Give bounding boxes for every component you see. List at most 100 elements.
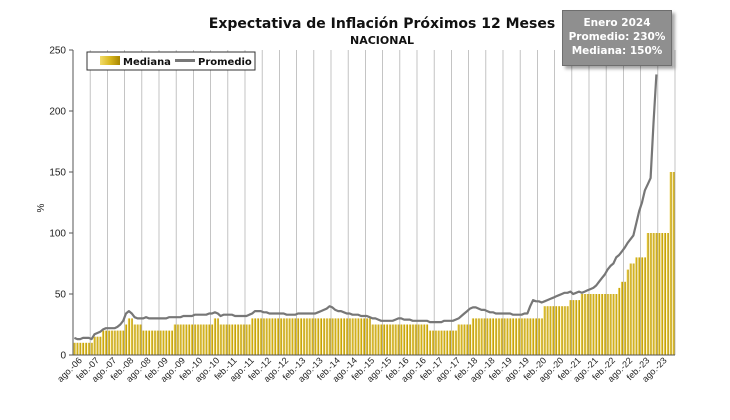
mediana-bar	[365, 318, 368, 355]
mediana-bar	[342, 318, 345, 355]
mediana-bar	[466, 324, 469, 355]
mediana-bar	[345, 318, 348, 355]
mediana-bar	[219, 324, 222, 355]
chart-subtitle: NACIONAL	[350, 34, 414, 47]
mediana-bar	[606, 294, 609, 355]
mediana-bar	[431, 330, 434, 355]
mediana-bar	[403, 324, 406, 355]
mediana-bar	[73, 342, 76, 355]
mediana-bar	[79, 342, 82, 355]
mediana-bar	[254, 318, 257, 355]
y-axis-label: %	[36, 203, 47, 212]
mediana-bar	[208, 324, 211, 355]
mediana-bar	[285, 318, 288, 355]
mediana-bar	[417, 324, 420, 355]
mediana-bar	[288, 318, 291, 355]
mediana-bar	[90, 342, 93, 355]
mediana-bar	[383, 324, 386, 355]
mediana-bar	[577, 300, 580, 355]
mediana-bar	[231, 324, 234, 355]
mediana-bar	[600, 294, 603, 355]
mediana-bar	[457, 324, 460, 355]
mediana-bar	[543, 306, 546, 355]
mediana-bar	[483, 318, 486, 355]
latest-promedio: Promedio: 230%	[568, 31, 666, 43]
y-tick-label: 200	[49, 107, 66, 118]
mediana-bar	[434, 330, 437, 355]
y-tick-label: 150	[49, 168, 66, 179]
mediana-bar	[586, 294, 589, 355]
mediana-bar	[179, 324, 182, 355]
mediana-bar	[448, 330, 451, 355]
mediana-bar	[572, 300, 575, 355]
mediana-bar	[213, 318, 216, 355]
mediana-bar	[322, 318, 325, 355]
mediana-bars	[73, 172, 675, 355]
mediana-bar	[580, 294, 583, 355]
mediana-bar	[658, 233, 661, 355]
mediana-bar	[311, 318, 314, 355]
mediana-bar	[371, 324, 374, 355]
mediana-bar	[265, 318, 268, 355]
y-tick-label: 50	[55, 290, 67, 301]
x-tick-labels: ago.-06feb.-07ago.-07feb.-08ago.-08feb.-…	[55, 355, 668, 384]
mediana-bar	[592, 294, 595, 355]
mediana-bar	[652, 233, 655, 355]
mediana-bar	[119, 330, 122, 355]
mediana-bar	[125, 324, 128, 355]
mediana-bar	[598, 294, 601, 355]
mediana-bar	[159, 330, 162, 355]
mediana-bar	[282, 318, 285, 355]
mediana-bar	[400, 324, 403, 355]
mediana-bar	[357, 318, 360, 355]
mediana-bar	[259, 318, 262, 355]
mediana-bar	[354, 318, 357, 355]
mediana-bar	[334, 318, 337, 355]
mediana-bar	[420, 324, 423, 355]
legend-mediana-swatch	[100, 56, 120, 65]
mediana-bar	[534, 318, 537, 355]
mediana-bar	[199, 324, 202, 355]
mediana-bar	[643, 257, 646, 355]
mediana-bar	[274, 318, 277, 355]
mediana-bar	[116, 330, 119, 355]
mediana-bar	[142, 330, 145, 355]
y-tick-label: 0	[60, 351, 66, 362]
mediana-bar	[87, 342, 90, 355]
legend-mediana-label: Mediana	[123, 57, 171, 68]
mediana-bar	[560, 306, 563, 355]
mediana-bar	[147, 330, 150, 355]
mediana-bar	[638, 257, 641, 355]
mediana-bar	[185, 324, 188, 355]
mediana-bar	[646, 233, 649, 355]
mediana-bar	[297, 318, 300, 355]
mediana-bar	[546, 306, 549, 355]
mediana-bar	[294, 318, 297, 355]
mediana-bar	[276, 318, 279, 355]
mediana-bar	[563, 306, 566, 355]
mediana-bar	[328, 318, 331, 355]
mediana-bar	[248, 324, 251, 355]
mediana-bar	[454, 330, 457, 355]
mediana-bar	[211, 324, 214, 355]
mediana-bar	[405, 324, 408, 355]
mediana-bar	[514, 318, 517, 355]
mediana-bar	[202, 324, 205, 355]
mediana-bar	[104, 330, 107, 355]
mediana-bar	[317, 318, 320, 355]
mediana-bar	[641, 257, 644, 355]
mediana-bar	[506, 318, 509, 355]
mediana-bar	[620, 281, 623, 355]
mediana-bar	[474, 318, 477, 355]
mediana-bar	[168, 330, 171, 355]
mediana-bar	[190, 324, 193, 355]
mediana-bar	[494, 318, 497, 355]
mediana-bar	[460, 324, 463, 355]
mediana-bar	[362, 318, 365, 355]
mediana-bar	[271, 318, 274, 355]
mediana-bar	[663, 233, 666, 355]
mediana-bar	[331, 318, 334, 355]
y-tick-label: 100	[49, 229, 66, 240]
mediana-bar	[308, 318, 311, 355]
